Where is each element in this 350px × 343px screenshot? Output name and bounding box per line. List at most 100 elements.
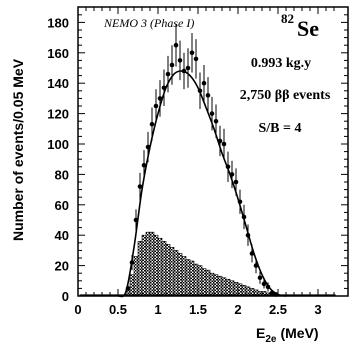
y-tick-label: 160	[47, 46, 69, 61]
data-point	[213, 118, 219, 124]
y-tick-label: 60	[55, 198, 69, 213]
background-bin	[201, 268, 207, 297]
data-point	[189, 50, 195, 56]
background-bin	[141, 234, 147, 297]
exposure-label: 0.993 kg.y	[251, 56, 311, 71]
background-bin	[197, 265, 203, 297]
data-point	[181, 68, 187, 74]
data-point	[249, 251, 255, 256]
data-point	[157, 96, 163, 101]
y-tick-label: 40	[55, 228, 69, 243]
data-point	[145, 144, 151, 150]
isotope-symbol: Se	[297, 16, 319, 41]
background-bin	[137, 240, 143, 297]
experiment-label: NEMO 3 (Phase I)	[103, 16, 194, 30]
data-point	[141, 162, 147, 168]
background-bin	[149, 231, 155, 297]
data-point	[257, 275, 263, 281]
data-point	[241, 214, 247, 220]
data-point	[197, 88, 203, 94]
plot-frame	[77, 6, 349, 297]
events-label: 2,750 ββ events	[240, 88, 331, 103]
data-point	[261, 281, 267, 287]
x-tick-label: 2	[234, 302, 241, 317]
x-tick-label: 1.5	[189, 302, 207, 317]
y-tick-label: 140	[47, 76, 69, 91]
axis-ticks	[77, 7, 348, 297]
data-point	[137, 184, 143, 189]
background-bin	[133, 256, 139, 297]
background-bin	[221, 277, 227, 297]
background-bin	[193, 263, 199, 297]
x-tick-label: 0.5	[109, 302, 127, 317]
x-tick-label: 1	[154, 302, 161, 317]
data-point	[237, 199, 243, 205]
y-tick-label: 100	[47, 137, 69, 152]
x-axis-label-unit: (MeV)	[280, 325, 318, 341]
data-point	[153, 103, 159, 109]
background-bin	[165, 244, 171, 297]
background-bin	[173, 250, 179, 297]
signal-background-label: S/B = 4	[259, 121, 302, 136]
background-bin	[161, 240, 167, 297]
background-bin	[233, 282, 239, 297]
data-point	[169, 62, 175, 68]
y-tick-label: 180	[47, 15, 69, 30]
data-point	[201, 80, 207, 86]
data-point	[173, 42, 179, 48]
data-point	[233, 179, 239, 185]
data-point	[193, 56, 199, 62]
data-point	[217, 138, 223, 144]
background-bin	[189, 260, 195, 297]
data-point	[265, 284, 271, 290]
background-bin	[153, 234, 159, 297]
data-point	[253, 263, 259, 268]
background-bin	[181, 256, 187, 297]
data-point	[125, 286, 131, 291]
background-bin	[205, 269, 211, 297]
background-bin	[209, 272, 215, 297]
data-points-layer	[125, 23, 279, 297]
background-bin	[237, 283, 243, 297]
data-point	[177, 58, 183, 63]
y-tick-label: 120	[47, 107, 69, 122]
y-tick-labels: 0 20 40 60 80 100 120 140 160 180	[47, 15, 69, 304]
x-axis-label-sub: 2e	[265, 334, 277, 343]
data-point	[185, 65, 191, 71]
data-point	[133, 217, 139, 223]
data-point	[225, 164, 231, 170]
data-point	[129, 260, 135, 265]
background-bin	[217, 275, 223, 297]
data-point	[245, 232, 251, 238]
isotope-mass: 82	[281, 11, 294, 26]
data-point	[269, 290, 275, 296]
background-bin	[185, 259, 191, 297]
data-point	[209, 111, 215, 116]
data-point	[149, 121, 155, 127]
x-tick-label: 0	[74, 302, 81, 317]
background-bin	[129, 274, 135, 297]
data-point	[165, 71, 171, 77]
x-axis-label: E2e (MeV)	[256, 325, 319, 343]
y-tick-label: 80	[55, 167, 69, 182]
data-point	[205, 93, 211, 98]
background-bin	[145, 231, 151, 297]
y-tick-label: 0	[62, 289, 69, 304]
background-bin	[229, 280, 235, 297]
x-axis-label-main: E	[256, 325, 265, 341]
x-tick-label: 2.5	[269, 302, 287, 317]
y-axis-label: Number of events/0.05 MeV	[10, 58, 26, 241]
background-histogram	[125, 231, 279, 297]
data-point	[221, 141, 227, 147]
x-tick-label: 3	[314, 302, 321, 317]
background-bin	[225, 278, 231, 297]
y-tick-label: 20	[55, 259, 69, 274]
background-bin	[157, 237, 163, 297]
background-bin	[213, 274, 219, 297]
isotope-label: 82 Se	[281, 11, 319, 41]
x-tick-labels: 0 0.5 1 1.5 2 2.5 3	[74, 302, 321, 317]
data-point	[161, 85, 167, 91]
background-bin	[169, 247, 175, 297]
background-bin	[177, 253, 183, 297]
